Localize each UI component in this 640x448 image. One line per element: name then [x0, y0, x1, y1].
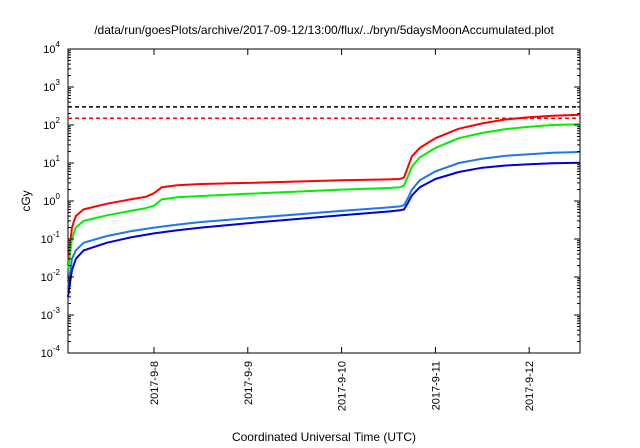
series-line-0	[67, 113, 581, 266]
y-tick-label: 10-3	[41, 306, 61, 322]
chart-title: /data/run/goesPlots/archive/2017-09-12/1…	[94, 23, 554, 37]
y-tick-label: 102	[43, 116, 60, 132]
series-line-2	[67, 151, 581, 289]
y-axis-label: cGy	[19, 190, 33, 211]
x-tick-label: 2017-9-12	[524, 361, 536, 411]
x-tick-label: 2017-9-9	[243, 361, 255, 405]
y-tick-label: 10-4	[41, 344, 61, 360]
plot-frame	[67, 48, 581, 354]
y-tick-label: 101	[43, 154, 60, 170]
y-tick-label: 10-2	[41, 268, 61, 284]
x-axis-label: Coordinated Universal Time (UTC)	[232, 430, 416, 444]
x-tick-label: 2017-9-8	[149, 361, 161, 405]
x-tick-label: 2017-9-10	[337, 361, 349, 411]
series-line-1	[67, 123, 581, 271]
y-tick-label: 10-1	[41, 230, 61, 246]
y-tick-label: 100	[43, 192, 60, 208]
series-line-3	[67, 161, 581, 298]
y-tick-label: 103	[43, 78, 60, 94]
y-tick-label: 104	[43, 40, 60, 56]
x-tick-label: 2017-9-11	[430, 361, 442, 410]
